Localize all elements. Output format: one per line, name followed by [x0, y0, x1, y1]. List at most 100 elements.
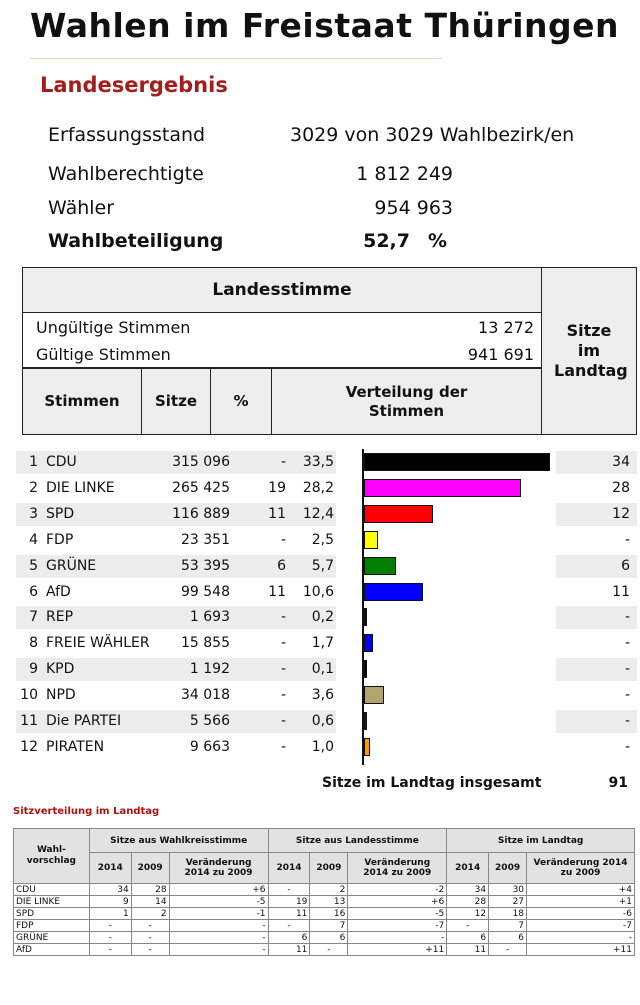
header-2009: 2009: [309, 852, 349, 884]
seat-value-cell: 30: [488, 883, 528, 896]
seat-value-cell: -: [446, 919, 490, 932]
party-percent: 1,7: [311, 635, 334, 651]
party-seats-landtag: -: [624, 713, 630, 729]
party-cell: DIE LINKE: [13, 895, 90, 908]
seats-row-background: [556, 710, 637, 733]
party-seats-landtag: 11: [612, 584, 630, 600]
header-veraenderung: Veränderung 2014 zu 2009: [526, 852, 635, 884]
waehler-value: 954 963: [374, 197, 453, 219]
ungueltige-stimmen-label: Ungültige Stimmen: [36, 318, 191, 337]
seat-value-cell: -: [168, 931, 269, 944]
party-percent: 1,0: [311, 739, 334, 755]
seat-value-cell: -1: [168, 907, 269, 920]
party-percent: 0,6: [311, 713, 334, 729]
party-sitze: 6: [277, 558, 286, 574]
party-sitze: -: [280, 661, 286, 677]
vote-share-bar: [364, 531, 378, 549]
party-number: 3: [29, 506, 38, 522]
party-seats-landtag: -: [624, 661, 630, 677]
party-votes: 116 889: [172, 506, 230, 522]
vote-share-bar: [364, 712, 367, 730]
total-seats-value: 91: [608, 775, 628, 791]
seat-value-cell: 16: [309, 907, 349, 920]
seat-value-cell: 11: [446, 943, 490, 956]
party-percent: 33,5: [302, 454, 334, 470]
seat-value-cell: -: [88, 943, 132, 956]
party-number: 4: [29, 532, 38, 548]
party-sitze: -: [280, 739, 286, 755]
party-votes: 15 855: [181, 635, 230, 651]
ungueltige-stimmen-value: 13 272: [478, 318, 534, 337]
waehler-label: Wähler: [48, 197, 115, 219]
party-row-background: [16, 555, 336, 578]
seat-value-cell: 12: [446, 907, 490, 920]
party-name: DIE LINKE: [46, 480, 115, 496]
seat-value-cell: 6: [446, 931, 490, 944]
party-row-background: [16, 503, 336, 526]
seats-row-background: [556, 555, 637, 578]
seat-value-cell: 2: [309, 883, 349, 896]
table-row: DIE LINKE 9 14 -5 19 13 +6 28 27 +1: [13, 895, 635, 908]
party-number: 6: [29, 584, 38, 600]
stimmen-summary-box: [22, 312, 542, 368]
seat-value-cell: +11: [347, 943, 448, 956]
seat-value-cell: +1: [526, 895, 635, 908]
party-cell: CDU: [13, 883, 90, 896]
seat-value-cell: -: [309, 943, 349, 956]
col-prozent: %: [210, 368, 272, 435]
col-verteilung: Verteilung der Stimmen: [271, 368, 542, 435]
party-name: CDU: [46, 454, 77, 470]
header-2009: 2009: [488, 852, 528, 884]
seat-value-cell: -: [88, 931, 132, 944]
vote-share-bar: [364, 634, 373, 652]
col-sitze: Sitze: [141, 368, 211, 435]
seat-value-cell: -: [267, 919, 311, 932]
seat-value-cell: +6: [168, 883, 269, 896]
header-2014: 2014: [88, 852, 132, 884]
party-row-background: [16, 710, 336, 733]
seat-value-cell: 28: [446, 895, 490, 908]
party-cell: SPD: [13, 907, 90, 920]
table-row: SPD 1 2 -1 11 16 -5 12 18 -6: [13, 907, 635, 920]
party-seats-landtag: -: [624, 635, 630, 651]
party-number: 2: [29, 480, 38, 496]
header-veraenderung: Veränderung 2014 zu 2009: [347, 852, 448, 884]
party-votes: 315 096: [172, 454, 230, 470]
party-percent: 3,6: [311, 687, 334, 703]
party-number: 9: [29, 661, 38, 677]
party-seats-landtag: -: [624, 532, 630, 548]
seat-value-cell: 6: [267, 931, 311, 944]
seat-value-cell: 13: [309, 895, 349, 908]
party-number: 1: [29, 454, 38, 470]
party-seats-landtag: 34: [612, 454, 630, 470]
party-cell: GRÜNE: [13, 931, 90, 944]
party-sitze: -: [280, 635, 286, 651]
party-number: 11: [20, 713, 38, 729]
party-name: GRÜNE: [46, 558, 97, 574]
party-percent: 28,2: [302, 480, 334, 496]
party-name: FREIE WÄHLER: [46, 635, 150, 651]
party-sitze: -: [280, 609, 286, 625]
seat-value-cell: 7: [488, 919, 528, 932]
seat-value-cell: 6: [309, 931, 349, 944]
seat-value-cell: -5: [347, 907, 448, 920]
party-row-background: [16, 606, 336, 629]
party-seats-landtag: 6: [621, 558, 630, 574]
party-name: SPD: [46, 506, 75, 522]
col-stimmen: Stimmen: [22, 368, 142, 435]
party-sitze: 19: [268, 480, 286, 496]
seat-value-cell: 19: [267, 895, 311, 908]
seat-value-cell: -: [267, 883, 311, 896]
wahlberechtigte-label: Wahlberechtigte: [48, 163, 204, 185]
seat-value-cell: 2: [130, 907, 170, 920]
sitzverteilung-title: Sitzverteilung im Landtag: [13, 806, 160, 817]
party-seats-landtag: -: [624, 609, 630, 625]
seat-value-cell: 18: [488, 907, 528, 920]
seat-value-cell: -: [130, 931, 170, 944]
party-seats-landtag: -: [624, 739, 630, 755]
party-name: FDP: [46, 532, 74, 548]
header-veraenderung: Veränderung 2014 zu 2009: [168, 852, 269, 884]
table-row: AfD - - -11- +11 11- +11: [13, 943, 635, 956]
seat-value-cell: 14: [130, 895, 170, 908]
seat-value-cell: -: [168, 943, 269, 956]
